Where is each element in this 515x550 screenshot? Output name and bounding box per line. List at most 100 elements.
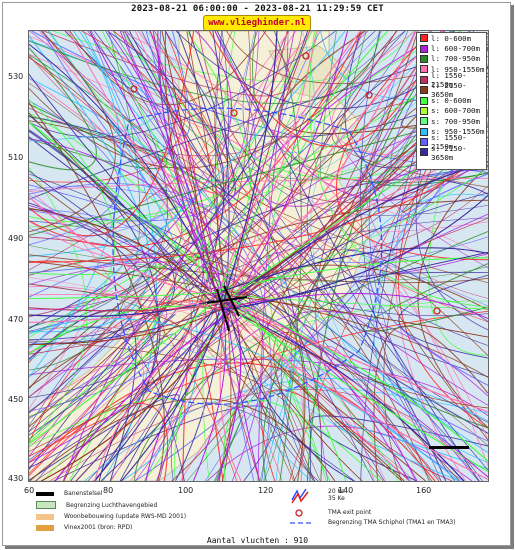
boundary-label: Begrenzing Luchthavengebied [66,501,158,509]
legend-swatch [420,44,428,53]
flight-track [223,31,278,300]
ke-20-label: 20 Ke [328,488,345,495]
flight-track [29,283,223,311]
legend-label: l: 950-1550m [431,64,485,74]
flight-track [29,261,264,481]
legend-swatch [420,96,428,105]
flight-track [373,325,488,481]
flight-track [93,302,218,481]
legend-label: s: 700-950m [431,116,480,126]
legend-boundary: Begrenzing Luchthavengebied [36,501,157,509]
y-tick-430: 430 [8,474,24,483]
x-tick-100: 100 [178,486,194,495]
flight-track [225,303,261,481]
legend-label: s: 1550-2150m [431,133,467,152]
flight-track [29,326,416,481]
flight-track [221,293,488,478]
flight-track [40,306,235,481]
flight-track [220,298,410,481]
map-footer-legend: Banenstelsel Begrenzing Luchthavengebied… [28,482,487,532]
legend-label: l: 600-700m [431,44,480,54]
legend-label: s: 950-1550m [431,127,485,137]
flight-track [273,332,460,481]
flight-track [29,31,363,157]
legend-row: l: 600-700m [417,43,486,53]
x-tick-80: 80 [103,486,114,495]
tma-boundary-label: Begrenzing TMA Schiphol (TMA1 en TMA3) [328,519,456,526]
flight-track [29,112,218,309]
flight-track [222,303,488,473]
flight-track [230,31,310,299]
flight-track [29,99,115,355]
legend-housing: Woonbebouwing (update RWS-MD 2001) [36,513,186,520]
vinex-label: Vinex2001 (bron: RPD) [64,524,133,531]
legend-row: l: 1550-2150m [417,71,486,89]
flight-track [217,31,417,309]
flight-track [29,47,97,171]
x-tick-120: 120 [258,486,274,495]
flight-track [29,202,161,481]
flight-track [220,194,488,311]
flight-track [161,31,219,305]
map-canvas [29,31,488,481]
flight-track [219,293,488,319]
flight-track [29,31,406,427]
tma-exit-point-marker [302,52,310,60]
flight-track [225,298,488,413]
flight-track [251,356,384,481]
legend-label: l: 0-600m [431,33,472,43]
flight-track [222,247,488,292]
flight-track [120,294,224,481]
flight-track [225,31,318,304]
flight-track [202,31,236,481]
flight-track [64,31,488,323]
flight-track [29,253,177,481]
flight-track [228,306,488,477]
housing-label: Woonbebouwing (update RWS-MD 2001) [64,513,187,520]
flight-track [252,31,488,184]
legend-runway: Banenstelsel [36,490,102,497]
tma-exit-point-marker [433,307,441,315]
legend-row: s: 950-1550m [417,127,486,137]
flight-track [365,31,488,299]
flight-track [260,389,410,481]
flight-track [228,192,488,309]
flight-track [164,31,226,309]
flight-track [29,186,488,307]
flight-track [226,294,347,481]
flight-track-map[interactable] [28,30,489,482]
legend-row: s: 600-700m [417,106,486,116]
legend-row: l: 2150-3650m [417,81,486,99]
flight-track [29,130,175,341]
flight-track [217,302,363,481]
flight-track [216,297,242,481]
flight-track [29,199,488,390]
x-tick-60: 60 [24,486,35,495]
legend-row: l: 700-950m [417,54,486,64]
flight-track [310,64,488,481]
flight-track [84,378,488,481]
flight-track [29,297,221,445]
flight-track [29,31,195,237]
site-badge-link[interactable]: www.vlieghinder.nl [203,15,311,31]
flight-track [94,305,216,481]
flight-track [230,217,488,309]
flight-track [82,31,157,481]
flight-track [29,300,230,353]
tma-exit-point-marker [365,91,373,99]
ke-contour-icon [291,488,309,504]
y-tick-450: 450 [8,395,24,404]
legend-label: s: 600-700m [431,106,480,116]
flight-track [29,31,234,196]
tma-exit-label: TMA exit point [328,509,372,516]
flight-track [29,309,314,481]
legend-label: l: 1550-2150m [431,70,467,89]
flight-track [149,31,223,295]
time-range-title: 2023-08-21 06:00:00 - 2023-08-21 11:29:5… [131,4,384,14]
legend-swatch [420,65,428,74]
legend-swatch [420,148,428,157]
flight-track [29,254,488,284]
legend-swatch [420,138,428,147]
legend-label: l: 700-950m [431,54,480,64]
flight-track [157,31,223,307]
